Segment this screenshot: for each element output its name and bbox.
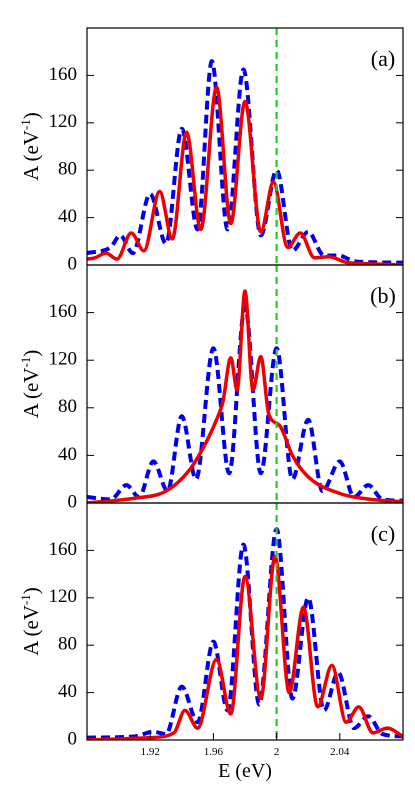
plot-frame <box>86 27 404 266</box>
y-label-sup: -1 <box>18 357 33 368</box>
y-tick-label: 40 <box>58 444 77 465</box>
y-tick-label: 80 <box>58 396 77 417</box>
x-tick-label: 1.96 <box>204 746 224 758</box>
y-label-text: A (eV <box>19 605 43 656</box>
x-tick-label: 2.04 <box>330 746 350 758</box>
plot-frame <box>86 502 404 741</box>
y-label-text: ) <box>19 112 43 119</box>
y-label-text: ) <box>19 587 43 594</box>
y-tick-label: 0 <box>68 728 78 749</box>
x-tick-label: 1.92 <box>141 746 160 758</box>
panel: 0 40 80 120 160 1.92 1.96 2 2.04 (c) A (eV-1) E (eV… <box>18 502 404 782</box>
panel: 0 40 80 120 160 (b) A (eV-1) <box>18 264 404 512</box>
y-tick-label: 160 <box>49 64 78 85</box>
y-tick-label: 0 <box>68 253 78 274</box>
y-tick-label: 120 <box>49 111 78 132</box>
y-label-text: A (eV <box>19 130 43 181</box>
x-tick-label: 2 <box>274 746 280 758</box>
y-tick-label: 40 <box>58 206 77 227</box>
plot-area <box>87 503 403 740</box>
series-line <box>87 554 403 740</box>
y-axis-label: A (eV-1) <box>18 350 43 419</box>
y-axis-label: A (eV-1) <box>18 587 43 656</box>
y-tick-label: 120 <box>49 586 78 607</box>
series-line <box>87 527 403 740</box>
series-line <box>87 289 403 503</box>
plot-area <box>87 265 403 503</box>
plot-area <box>87 28 403 265</box>
panel-label: (b) <box>370 283 396 308</box>
y-label-sup: -1 <box>18 594 33 605</box>
x-axis-label: E (eV) <box>218 760 272 782</box>
panel-label: (c) <box>371 521 395 546</box>
y-tick-label: 80 <box>58 634 77 655</box>
series-line <box>87 59 403 265</box>
y-tick-label: 160 <box>49 539 78 560</box>
panel: 0 40 80 120 160 (a) A (eV-1) <box>18 27 404 274</box>
y-tick-label: 40 <box>58 681 77 702</box>
series-line <box>87 85 403 265</box>
y-tick-label: 120 <box>49 349 78 370</box>
y-tick-label: 160 <box>49 301 78 322</box>
y-tick-label: 0 <box>68 491 78 512</box>
panel-label: (a) <box>371 46 395 71</box>
y-axis-label: A (eV-1) <box>18 112 43 181</box>
y-tick-label: 80 <box>58 159 77 180</box>
series-line <box>87 304 403 503</box>
y-label-text: ) <box>19 350 43 357</box>
y-label-text: A (eV <box>19 368 43 419</box>
y-label-sup: -1 <box>18 119 33 130</box>
